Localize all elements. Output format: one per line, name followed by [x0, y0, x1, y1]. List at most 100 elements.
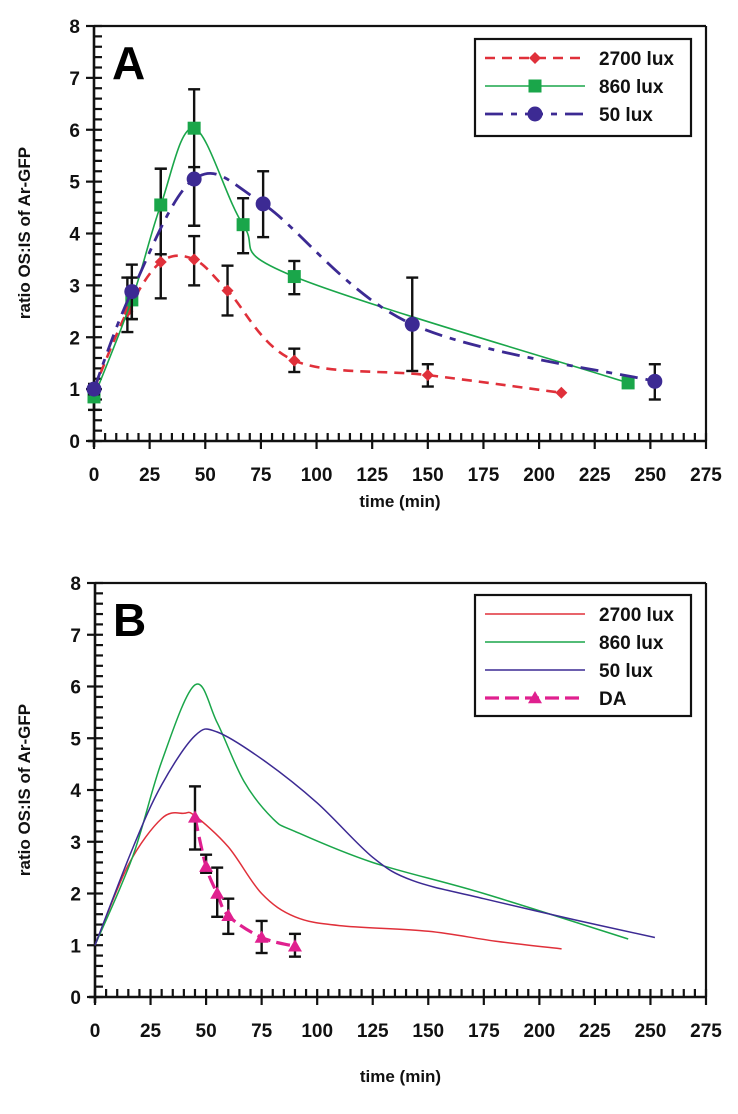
- legend-box: [473, 37, 693, 138]
- x-tick-label: 125: [356, 465, 388, 486]
- y-tick-label: 0: [69, 432, 80, 453]
- x-tick-label: 100: [301, 1021, 333, 1042]
- x-tick-label: 250: [635, 465, 667, 486]
- y-tick-label: 4: [69, 225, 80, 246]
- panel-a-chart: 0 1 2 3 4 5 6 7 8 0 25 50 75 100 125 150 175 200 225 250 275…: [15, 17, 722, 511]
- data-point: [187, 121, 201, 135]
- y-tick-label: 8: [69, 17, 80, 38]
- data-point: [199, 859, 214, 872]
- legend-marker: [527, 106, 543, 122]
- x-tick-label: 75: [250, 465, 272, 486]
- data-point: [555, 386, 568, 399]
- data-point: [287, 939, 302, 952]
- data-point: [621, 376, 635, 390]
- data-point: [287, 270, 301, 284]
- series-line: [92, 171, 656, 390]
- series-860-lux: [94, 683, 629, 946]
- y-tick-label: 7: [70, 626, 81, 647]
- x-tick-label: 25: [140, 1021, 162, 1042]
- data-point: [254, 930, 269, 943]
- legend-label: 2700 lux: [599, 605, 674, 626]
- x-tick-label: 200: [523, 465, 555, 486]
- x-axis-title: time (min): [359, 492, 440, 511]
- panel-b-chart: 0 1 2 3 4 5 6 7 8 0 25 50 75 100 125 150 175 200 225 250 275…: [15, 574, 722, 1086]
- series-2700-lux: [94, 811, 562, 950]
- data-point: [187, 810, 202, 823]
- data-point: [421, 369, 434, 382]
- y-tick-label: 6: [69, 121, 80, 142]
- x-tick-label: 275: [690, 1021, 722, 1042]
- data-point: [221, 908, 236, 922]
- data-point: [221, 284, 234, 297]
- data-point: [154, 198, 168, 212]
- data-point: [188, 253, 201, 266]
- data-point: [124, 284, 140, 300]
- legend-marker: [528, 691, 542, 704]
- x-tick-label: 250: [635, 1021, 667, 1042]
- y-tick-label: 5: [70, 729, 81, 750]
- x-tick-label: 175: [468, 1021, 500, 1042]
- y-tick-label: 1: [70, 936, 81, 957]
- x-tick-label: 200: [524, 1021, 556, 1042]
- y-axis-title: ratio OS:IS of Ar-GFP: [15, 704, 34, 876]
- y-tick-label: 7: [69, 69, 80, 90]
- legend: 2700 lux 860 lux 50 lux: [473, 37, 693, 138]
- data-point: [647, 373, 663, 389]
- data-point: [86, 381, 102, 397]
- x-tick-label: 150: [412, 465, 444, 486]
- x-tick-label: 50: [195, 465, 216, 486]
- y-tick-label: 6: [70, 678, 81, 699]
- legend-marker: [528, 79, 542, 93]
- series-50-lux: [94, 728, 656, 946]
- panel-label: B: [113, 594, 146, 646]
- y-tick-label: 0: [70, 988, 81, 1009]
- x-tick-label: 100: [301, 465, 333, 486]
- data-point: [236, 218, 250, 232]
- data-point: [288, 354, 301, 367]
- y-tick-label: 4: [70, 781, 81, 802]
- series-line: [193, 817, 296, 948]
- data-point: [210, 886, 225, 899]
- x-tick-label: 0: [90, 1021, 101, 1042]
- y-tick-label: 2: [69, 328, 80, 349]
- data-point: [404, 316, 420, 332]
- series-line: [94, 728, 656, 946]
- x-tick-label: 225: [579, 465, 611, 486]
- x-tick-label: 175: [468, 465, 500, 486]
- x-tick-label: 50: [196, 1021, 217, 1042]
- legend-box: [473, 593, 693, 718]
- x-tick-label: 0: [89, 465, 100, 486]
- data-point: [154, 256, 167, 269]
- y-tick-label: 5: [69, 173, 80, 194]
- series-line: [92, 254, 562, 395]
- legend-label: DA: [599, 689, 627, 710]
- series-line: [94, 811, 562, 950]
- legend: 2700 lux 860 lux 50 lux DA: [473, 593, 693, 718]
- legend-label: 860 lux: [599, 77, 664, 98]
- data-point: [186, 171, 202, 187]
- series-line: [93, 127, 629, 398]
- data-point: [255, 196, 271, 212]
- legend-label: 50 lux: [599, 661, 653, 682]
- y-tick-label: 2: [70, 885, 81, 906]
- x-tick-label: 225: [579, 1021, 611, 1042]
- series-line: [94, 683, 629, 946]
- legend-label: 2700 lux: [599, 49, 674, 70]
- x-axis-title: time (min): [360, 1067, 441, 1086]
- legend-label: 50 lux: [599, 105, 653, 126]
- legend-marker: [529, 52, 541, 64]
- x-tick-label: 275: [690, 465, 722, 486]
- y-tick-label: 3: [70, 833, 81, 854]
- x-tick-label: 150: [412, 1021, 444, 1042]
- x-tick-label: 25: [139, 465, 161, 486]
- y-tick-label: 3: [69, 276, 80, 297]
- y-tick-label: 1: [69, 380, 80, 401]
- y-axis-title: ratio OS:IS of Ar-GFP: [15, 147, 34, 319]
- legend-label: 860 lux: [599, 633, 664, 654]
- x-tick-label: 75: [251, 1021, 273, 1042]
- series-da: [187, 785, 302, 958]
- panel-label: A: [112, 37, 145, 89]
- x-tick-label: 125: [357, 1021, 389, 1042]
- series-50-lux: [86, 165, 663, 401]
